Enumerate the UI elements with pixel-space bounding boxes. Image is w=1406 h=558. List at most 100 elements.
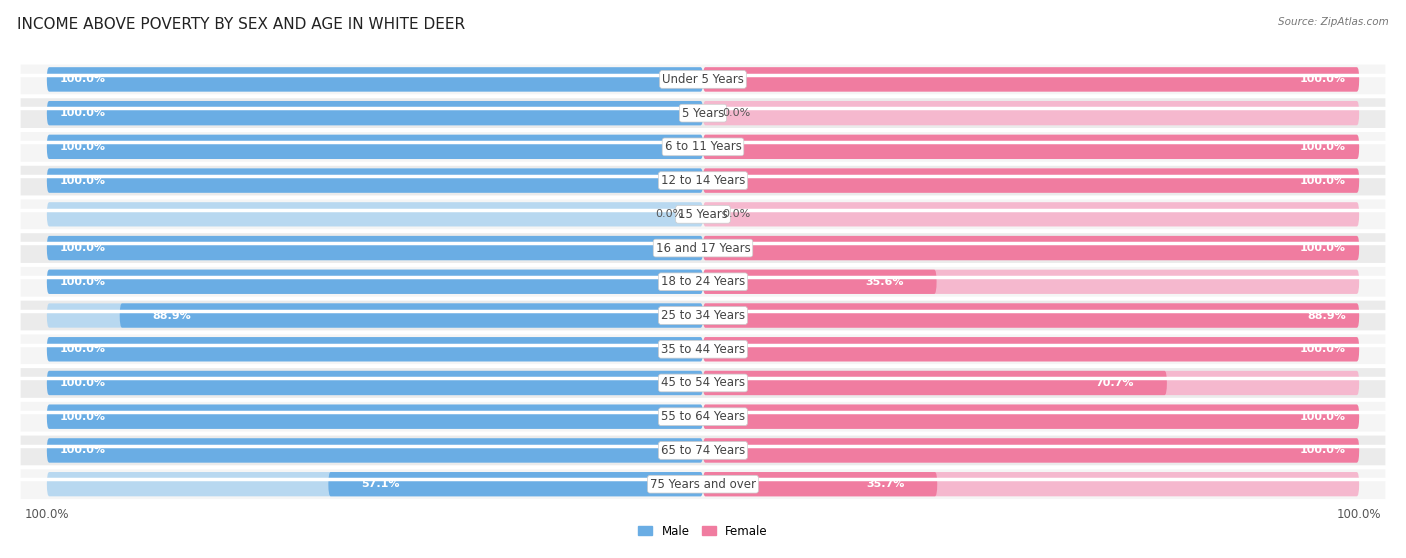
Text: 100.0%: 100.0% xyxy=(60,108,105,118)
FancyBboxPatch shape xyxy=(703,304,1360,328)
Text: 6 to 11 Years: 6 to 11 Years xyxy=(665,141,741,153)
Text: 100.0%: 100.0% xyxy=(60,412,105,422)
FancyBboxPatch shape xyxy=(21,402,1385,431)
FancyBboxPatch shape xyxy=(703,101,1360,126)
Text: 100.0%: 100.0% xyxy=(1337,508,1381,522)
Text: 75 Years and over: 75 Years and over xyxy=(650,478,756,490)
Text: 100.0%: 100.0% xyxy=(60,74,105,84)
FancyBboxPatch shape xyxy=(46,337,703,362)
FancyBboxPatch shape xyxy=(703,236,1360,260)
FancyBboxPatch shape xyxy=(703,202,1360,227)
FancyBboxPatch shape xyxy=(46,371,703,395)
FancyBboxPatch shape xyxy=(703,68,1360,92)
FancyBboxPatch shape xyxy=(21,368,1385,398)
Text: 57.1%: 57.1% xyxy=(361,479,399,489)
FancyBboxPatch shape xyxy=(703,371,1167,395)
FancyBboxPatch shape xyxy=(21,98,1385,128)
Text: 100.0%: 100.0% xyxy=(1301,412,1346,422)
Text: 25 to 34 Years: 25 to 34 Years xyxy=(661,309,745,322)
FancyBboxPatch shape xyxy=(703,472,938,496)
FancyBboxPatch shape xyxy=(46,337,703,362)
FancyBboxPatch shape xyxy=(46,134,703,159)
FancyBboxPatch shape xyxy=(46,68,703,92)
FancyBboxPatch shape xyxy=(46,405,703,429)
FancyBboxPatch shape xyxy=(21,436,1385,465)
FancyBboxPatch shape xyxy=(703,371,1360,395)
FancyBboxPatch shape xyxy=(21,166,1385,195)
FancyBboxPatch shape xyxy=(703,270,1360,294)
FancyBboxPatch shape xyxy=(703,68,1360,92)
FancyBboxPatch shape xyxy=(21,301,1385,330)
FancyBboxPatch shape xyxy=(703,337,1360,362)
FancyBboxPatch shape xyxy=(46,101,703,126)
FancyBboxPatch shape xyxy=(703,134,1360,159)
FancyBboxPatch shape xyxy=(46,438,703,463)
Text: 100.0%: 100.0% xyxy=(1301,445,1346,455)
Text: 5 Years: 5 Years xyxy=(682,107,724,119)
FancyBboxPatch shape xyxy=(329,472,703,496)
Text: 88.9%: 88.9% xyxy=(1308,310,1346,320)
Text: 35.7%: 35.7% xyxy=(866,479,904,489)
FancyBboxPatch shape xyxy=(703,337,1360,362)
FancyBboxPatch shape xyxy=(46,236,703,260)
FancyBboxPatch shape xyxy=(21,132,1385,162)
FancyBboxPatch shape xyxy=(703,169,1360,193)
Text: 0.0%: 0.0% xyxy=(723,209,751,219)
FancyBboxPatch shape xyxy=(46,101,703,126)
Text: 100.0%: 100.0% xyxy=(1301,74,1346,84)
FancyBboxPatch shape xyxy=(703,438,1360,463)
FancyBboxPatch shape xyxy=(21,200,1385,229)
Text: INCOME ABOVE POVERTY BY SEX AND AGE IN WHITE DEER: INCOME ABOVE POVERTY BY SEX AND AGE IN W… xyxy=(17,17,465,32)
FancyBboxPatch shape xyxy=(703,236,1360,260)
FancyBboxPatch shape xyxy=(703,304,1360,328)
FancyBboxPatch shape xyxy=(46,270,703,294)
Legend: Male, Female: Male, Female xyxy=(634,520,772,542)
FancyBboxPatch shape xyxy=(21,267,1385,297)
FancyBboxPatch shape xyxy=(703,438,1360,463)
Text: 12 to 14 Years: 12 to 14 Years xyxy=(661,174,745,187)
Text: 45 to 54 Years: 45 to 54 Years xyxy=(661,377,745,389)
Text: 55 to 64 Years: 55 to 64 Years xyxy=(661,410,745,423)
Text: 100.0%: 100.0% xyxy=(60,378,105,388)
Text: 100.0%: 100.0% xyxy=(25,508,69,522)
Text: 100.0%: 100.0% xyxy=(60,176,105,186)
FancyBboxPatch shape xyxy=(46,371,703,395)
Text: 100.0%: 100.0% xyxy=(60,243,105,253)
FancyBboxPatch shape xyxy=(46,405,703,429)
Text: 35 to 44 Years: 35 to 44 Years xyxy=(661,343,745,356)
Text: 0.0%: 0.0% xyxy=(723,108,751,118)
FancyBboxPatch shape xyxy=(46,472,703,496)
Text: 100.0%: 100.0% xyxy=(60,277,105,287)
FancyBboxPatch shape xyxy=(703,405,1360,429)
Text: 100.0%: 100.0% xyxy=(60,445,105,455)
Text: Source: ZipAtlas.com: Source: ZipAtlas.com xyxy=(1278,17,1389,27)
FancyBboxPatch shape xyxy=(46,438,703,463)
FancyBboxPatch shape xyxy=(46,304,703,328)
Text: 70.7%: 70.7% xyxy=(1095,378,1135,388)
FancyBboxPatch shape xyxy=(21,334,1385,364)
FancyBboxPatch shape xyxy=(46,236,703,260)
Text: 100.0%: 100.0% xyxy=(60,142,105,152)
Text: 65 to 74 Years: 65 to 74 Years xyxy=(661,444,745,457)
Text: 15 Years: 15 Years xyxy=(678,208,728,221)
FancyBboxPatch shape xyxy=(46,169,703,193)
Text: 100.0%: 100.0% xyxy=(1301,176,1346,186)
FancyBboxPatch shape xyxy=(46,169,703,193)
Text: 100.0%: 100.0% xyxy=(1301,142,1346,152)
FancyBboxPatch shape xyxy=(703,472,1360,496)
Text: 0.0%: 0.0% xyxy=(655,209,683,219)
Text: 18 to 24 Years: 18 to 24 Years xyxy=(661,275,745,288)
FancyBboxPatch shape xyxy=(46,202,703,227)
FancyBboxPatch shape xyxy=(21,233,1385,263)
Text: 16 and 17 Years: 16 and 17 Years xyxy=(655,242,751,254)
FancyBboxPatch shape xyxy=(703,134,1360,159)
FancyBboxPatch shape xyxy=(703,405,1360,429)
Text: 35.6%: 35.6% xyxy=(865,277,904,287)
Text: 88.9%: 88.9% xyxy=(152,310,191,320)
FancyBboxPatch shape xyxy=(46,68,703,92)
Text: Under 5 Years: Under 5 Years xyxy=(662,73,744,86)
FancyBboxPatch shape xyxy=(46,134,703,159)
FancyBboxPatch shape xyxy=(46,270,703,294)
Text: 100.0%: 100.0% xyxy=(1301,344,1346,354)
FancyBboxPatch shape xyxy=(703,169,1360,193)
